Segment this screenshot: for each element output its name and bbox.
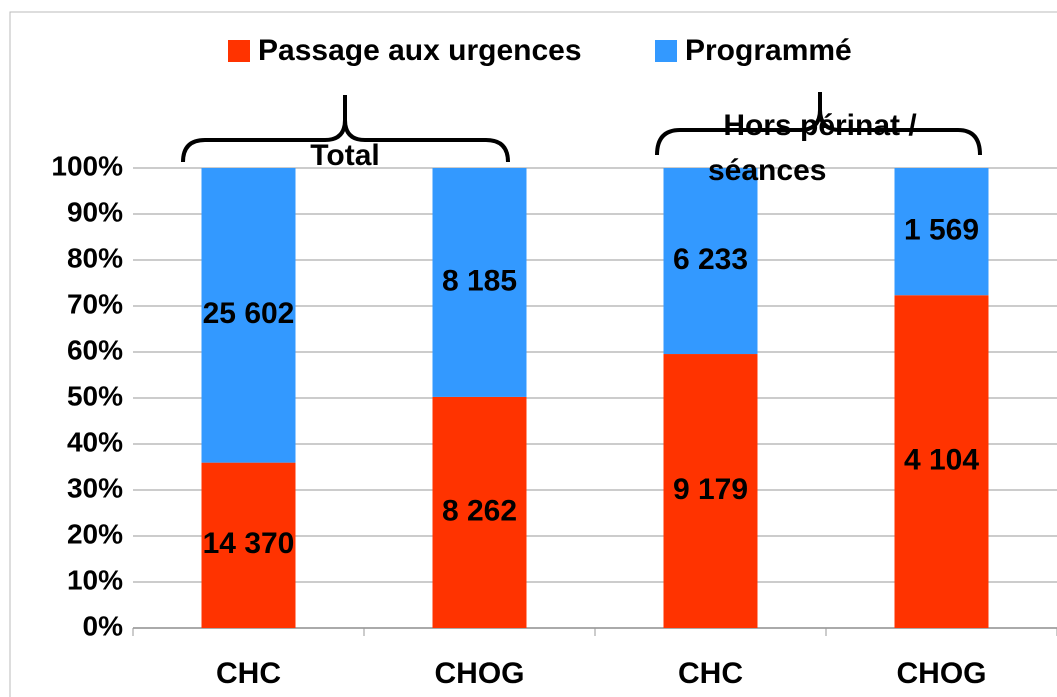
- bar-segment: [663, 168, 758, 355]
- y-tick-label: 40%: [67, 426, 123, 457]
- value-label: 8 185: [442, 264, 517, 297]
- y-tick-label: 70%: [67, 288, 123, 319]
- x-tick-label: CHOG: [435, 657, 525, 690]
- y-tick-label: 10%: [67, 564, 123, 595]
- legend-label: Programmé: [685, 34, 852, 67]
- x-tick-label: CHC: [678, 657, 743, 690]
- brace: [181, 95, 510, 163]
- y-tick-label: 90%: [67, 196, 123, 227]
- value-label: 14 370: [203, 527, 295, 560]
- annotation: Total: [310, 139, 379, 172]
- x-tick-label: CHC: [216, 657, 281, 690]
- value-label: 4 104: [904, 444, 979, 477]
- brace: [655, 92, 982, 156]
- y-tick-label: 30%: [67, 472, 123, 503]
- bar-segment: [432, 396, 527, 628]
- legend-swatch: [228, 40, 250, 62]
- y-tick-label: 20%: [67, 518, 123, 549]
- y-tick-label: 80%: [67, 242, 123, 273]
- legend-label: Passage aux urgences: [258, 34, 582, 67]
- bar-segment: [894, 168, 989, 296]
- bar-segment: [894, 295, 989, 628]
- bar-segment: [663, 354, 758, 628]
- y-tick-label: 0%: [83, 610, 124, 641]
- value-label: 1 569: [904, 214, 979, 247]
- value-label: 6 233: [673, 243, 748, 276]
- annotation: Hors périnat /: [723, 109, 917, 142]
- bar-segment: [432, 168, 527, 397]
- value-label: 9 179: [673, 473, 748, 506]
- legend-swatch: [655, 40, 677, 62]
- bar-segment: [201, 168, 296, 463]
- value-label: 8 262: [442, 494, 517, 527]
- y-tick-label: 50%: [67, 380, 123, 411]
- annotation: séances: [708, 154, 826, 187]
- chart-border: [9, 11, 1057, 697]
- y-tick-label: 60%: [67, 334, 123, 365]
- bar-segment: [201, 462, 296, 628]
- x-tick-label: CHOG: [897, 657, 987, 690]
- y-tick-label: 100%: [51, 150, 123, 181]
- value-label: 25 602: [203, 297, 295, 330]
